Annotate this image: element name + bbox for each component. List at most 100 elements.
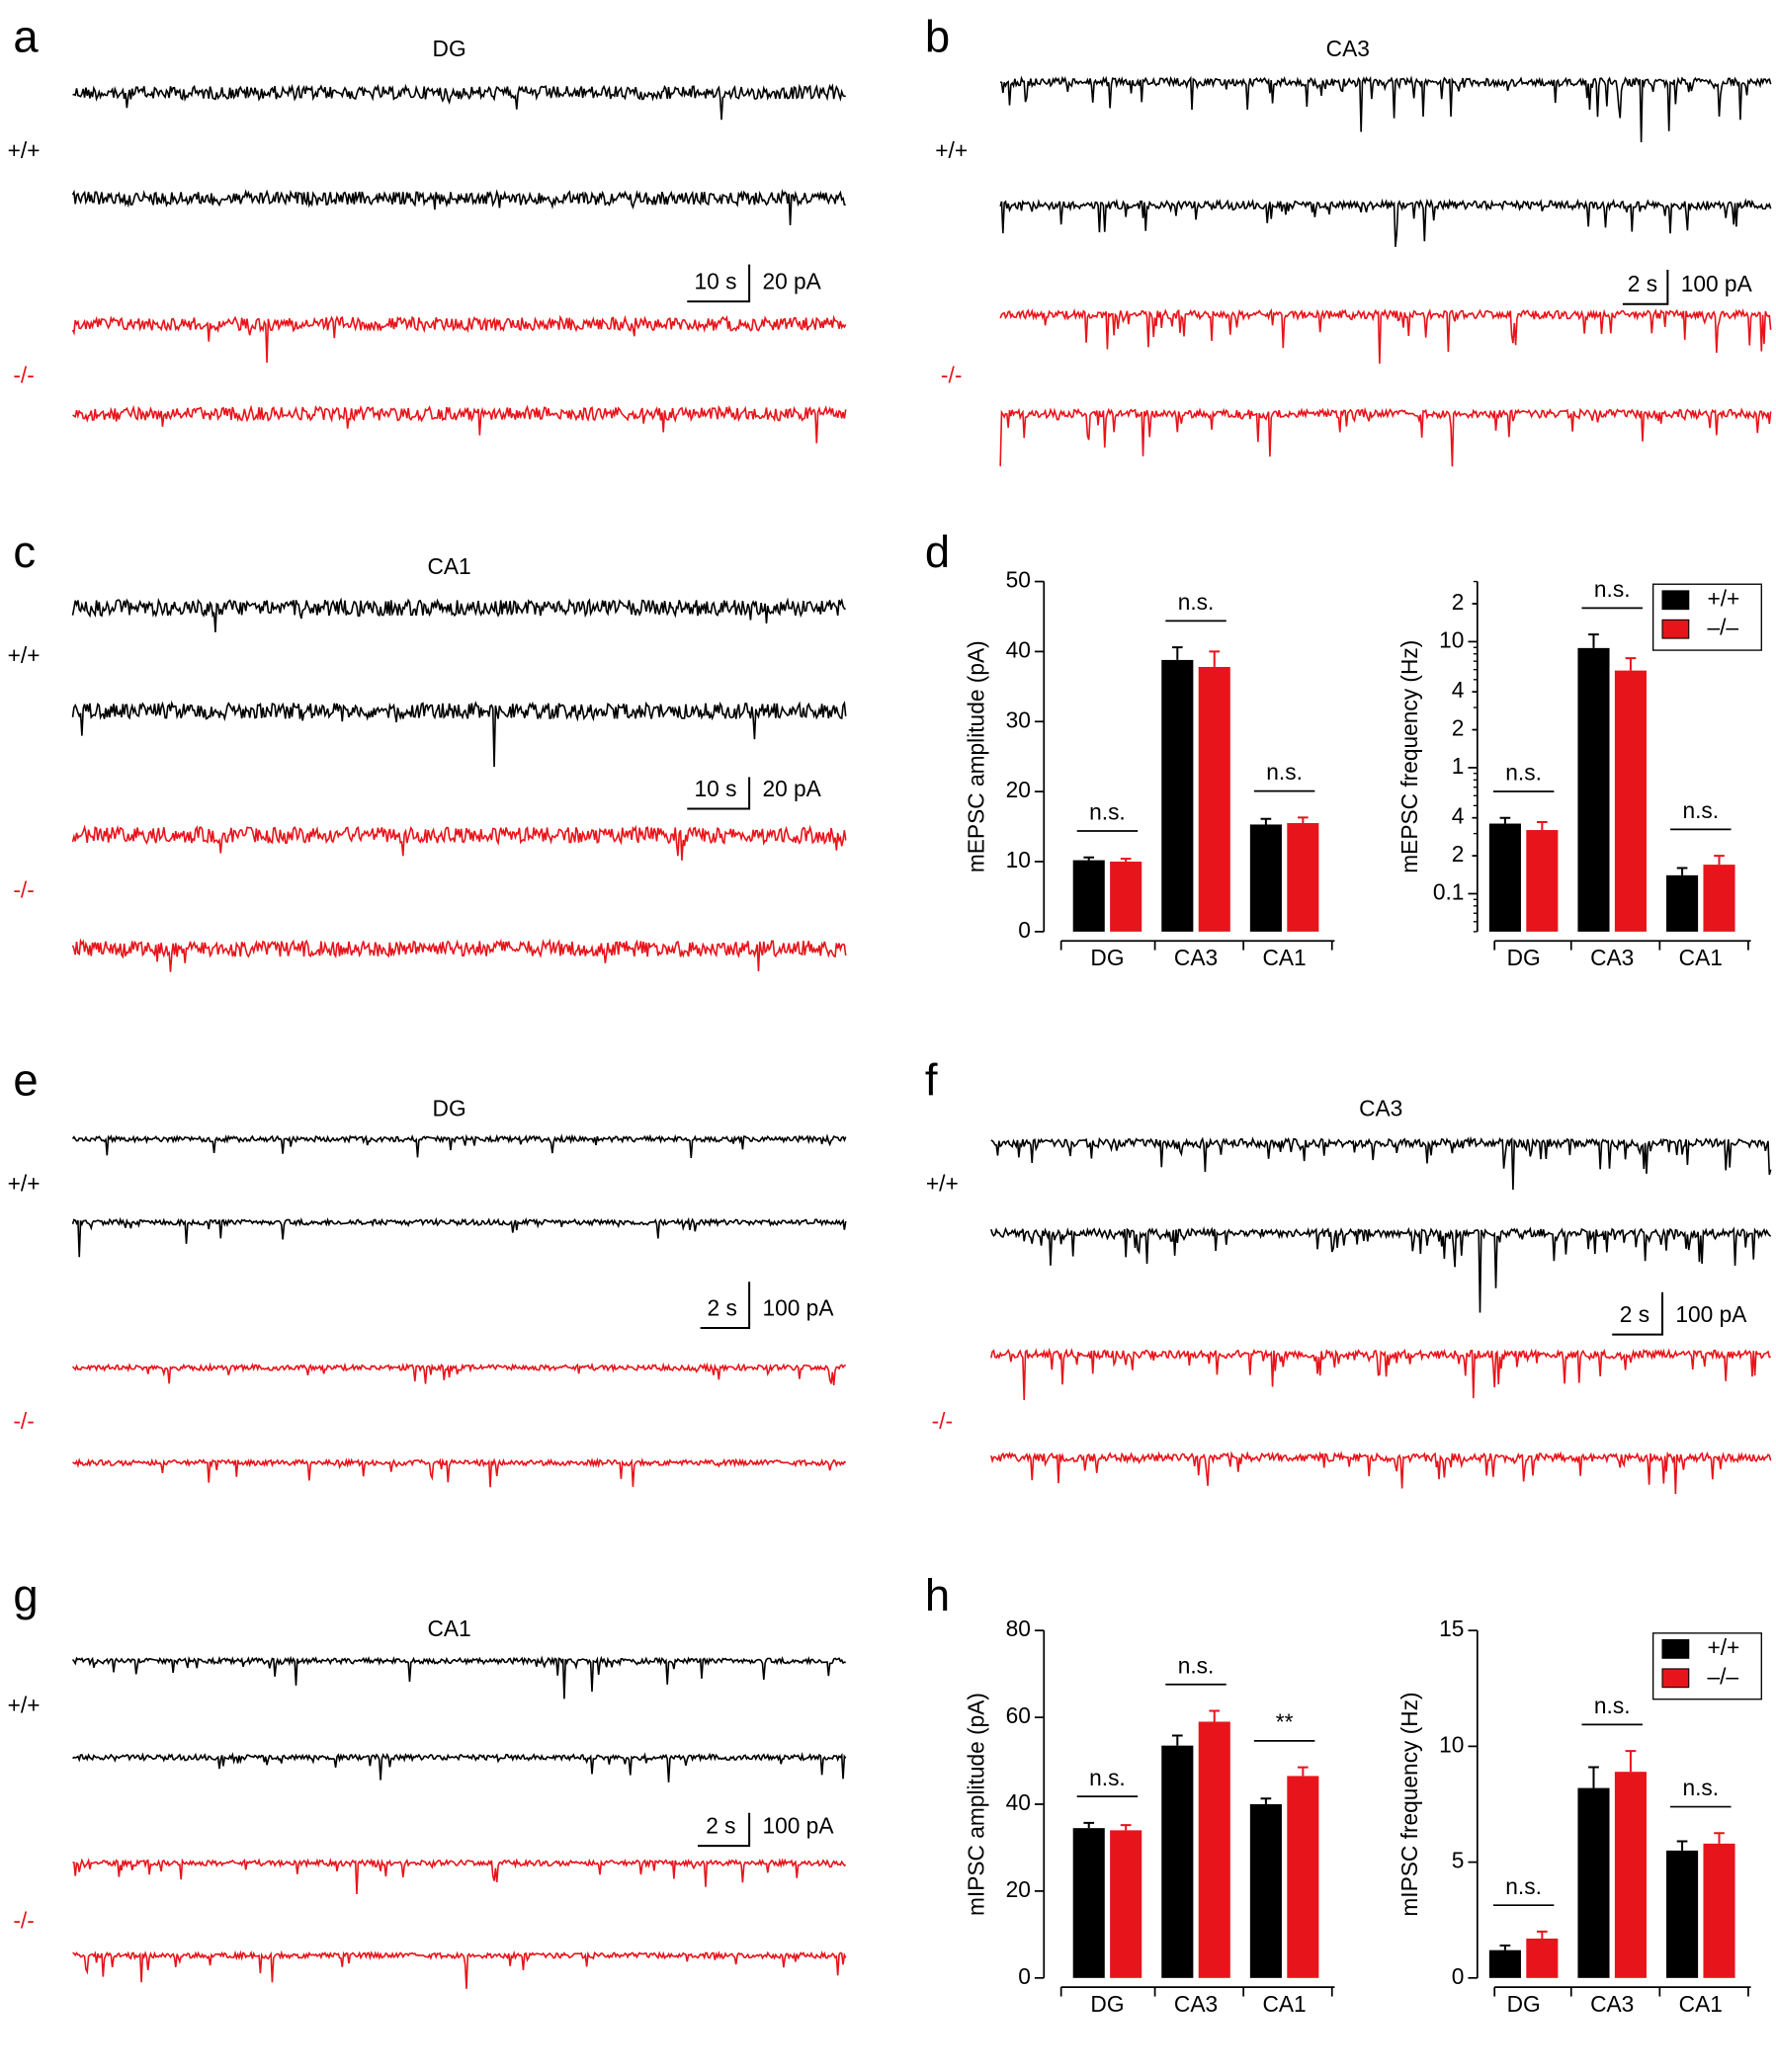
scale-time: 10 s <box>695 776 737 801</box>
scale-current: 100 pA <box>1681 271 1753 296</box>
error-bar <box>1171 646 1183 660</box>
x-tick-label: CA3 <box>1590 1991 1634 2017</box>
x-tick-label: CA1 <box>1263 945 1307 970</box>
error-bar <box>1499 1944 1511 1950</box>
error-bar <box>1714 1832 1725 1844</box>
bar <box>1110 862 1142 932</box>
scale-current: 100 pA <box>762 1812 834 1838</box>
y-tick-label: 2 <box>1452 841 1465 867</box>
x-tick-label: DG <box>1090 1991 1124 2017</box>
y-tick-label: 10 <box>1006 847 1031 872</box>
trace <box>71 938 847 972</box>
trace <box>71 824 847 861</box>
error-bar <box>1083 856 1095 861</box>
legend-label: +/+ <box>1707 585 1739 611</box>
bar <box>1110 1830 1142 1978</box>
trace-title: CA3 <box>1326 36 1370 61</box>
scale-current: 100 pA <box>1675 1301 1747 1327</box>
bar <box>1614 1772 1647 1978</box>
scale-bar <box>687 777 751 810</box>
panel-letter: b <box>925 11 950 61</box>
legend-swatch <box>1661 619 1690 639</box>
error-bar <box>1120 1824 1132 1831</box>
bar <box>1577 1787 1610 1978</box>
genotype-label: -/- <box>13 1408 34 1434</box>
legend-label: –/– <box>1707 615 1738 640</box>
legend-swatch <box>1661 1668 1690 1689</box>
trace <box>72 83 846 121</box>
error-bar <box>1120 858 1132 863</box>
error-bar <box>1499 816 1511 824</box>
bar <box>1526 830 1559 932</box>
genotype-label: +/+ <box>8 1171 41 1197</box>
trace <box>71 700 847 768</box>
genotype-label: -/- <box>941 362 962 387</box>
x-tick-label: CA1 <box>1679 945 1723 970</box>
error-bar <box>1536 821 1548 831</box>
y-tick-label: 4 <box>1452 803 1465 829</box>
trace <box>71 1655 847 1699</box>
trace <box>999 75 1772 143</box>
bar <box>1072 1828 1105 1978</box>
trace <box>72 1949 847 1989</box>
genotype-label: -/- <box>932 1408 953 1434</box>
y-tick-label: 1 <box>1452 753 1465 779</box>
y-tick-label: 40 <box>1006 1789 1031 1815</box>
significance-label: n.s. <box>1682 797 1719 823</box>
trace <box>72 1858 847 1894</box>
panel-letter: a <box>13 11 39 61</box>
genotype-label: -/- <box>13 877 34 903</box>
legend-box <box>1651 1632 1762 1700</box>
scale-time: 2 s <box>706 1812 735 1838</box>
genotype-label: -/- <box>13 362 34 387</box>
legend-swatch <box>1661 1638 1690 1659</box>
scale-bar <box>697 1812 751 1848</box>
scale-current: 100 pA <box>762 1294 834 1320</box>
bar <box>1488 1949 1521 1978</box>
y-tick-label: 80 <box>1006 1616 1031 1641</box>
bar <box>1161 1745 1194 1978</box>
bar <box>1161 659 1194 932</box>
trace-title: CA1 <box>427 553 470 579</box>
significance-label: n.s. <box>1594 576 1631 602</box>
genotype-label: -/- <box>13 1908 34 1934</box>
bar <box>1198 1721 1230 1978</box>
bar <box>1526 1938 1559 1978</box>
trace <box>71 189 846 225</box>
panel-letter: h <box>925 1570 950 1620</box>
legend-box <box>1651 583 1762 651</box>
trace <box>990 1225 1772 1313</box>
y-axis-label: mEPSC amplitude (pA) <box>963 640 988 872</box>
error-bar <box>1588 1766 1599 1788</box>
y-tick-label: 0 <box>1018 917 1031 943</box>
y-tick-label: 2 <box>1452 715 1465 741</box>
significance-label: n.s. <box>1266 759 1303 785</box>
genotype-label: +/+ <box>8 1693 41 1718</box>
y-tick-label: 15 <box>1439 1616 1464 1641</box>
trace <box>990 1135 1772 1191</box>
significance-label: n.s. <box>1089 1765 1126 1790</box>
panel-letter: d <box>925 527 950 577</box>
error-bar <box>1209 650 1221 668</box>
error-bar <box>1297 816 1309 824</box>
panel-letter: f <box>925 1055 938 1106</box>
x-tick-label: CA1 <box>1679 1991 1723 2017</box>
bar <box>1287 823 1319 932</box>
legend-swatch <box>1661 590 1690 611</box>
y-tick-label: 20 <box>1006 777 1031 802</box>
error-bar <box>1209 1709 1221 1722</box>
bar <box>1666 874 1699 932</box>
x-tick-label: CA3 <box>1174 945 1218 970</box>
scale-time: 10 s <box>695 268 737 293</box>
trace-title: DG <box>433 36 466 61</box>
y-axis-label: mIPSC amplitude (pA) <box>963 1693 988 1916</box>
error-bar <box>1676 867 1688 875</box>
panel-letter: c <box>13 527 36 577</box>
error-bar <box>1171 1734 1183 1746</box>
significance-label: n.s. <box>1505 1873 1542 1899</box>
x-tick-label: DG <box>1090 945 1124 970</box>
scale-bar <box>1612 1291 1664 1336</box>
scale-bar <box>687 264 751 303</box>
trace <box>71 1133 847 1158</box>
